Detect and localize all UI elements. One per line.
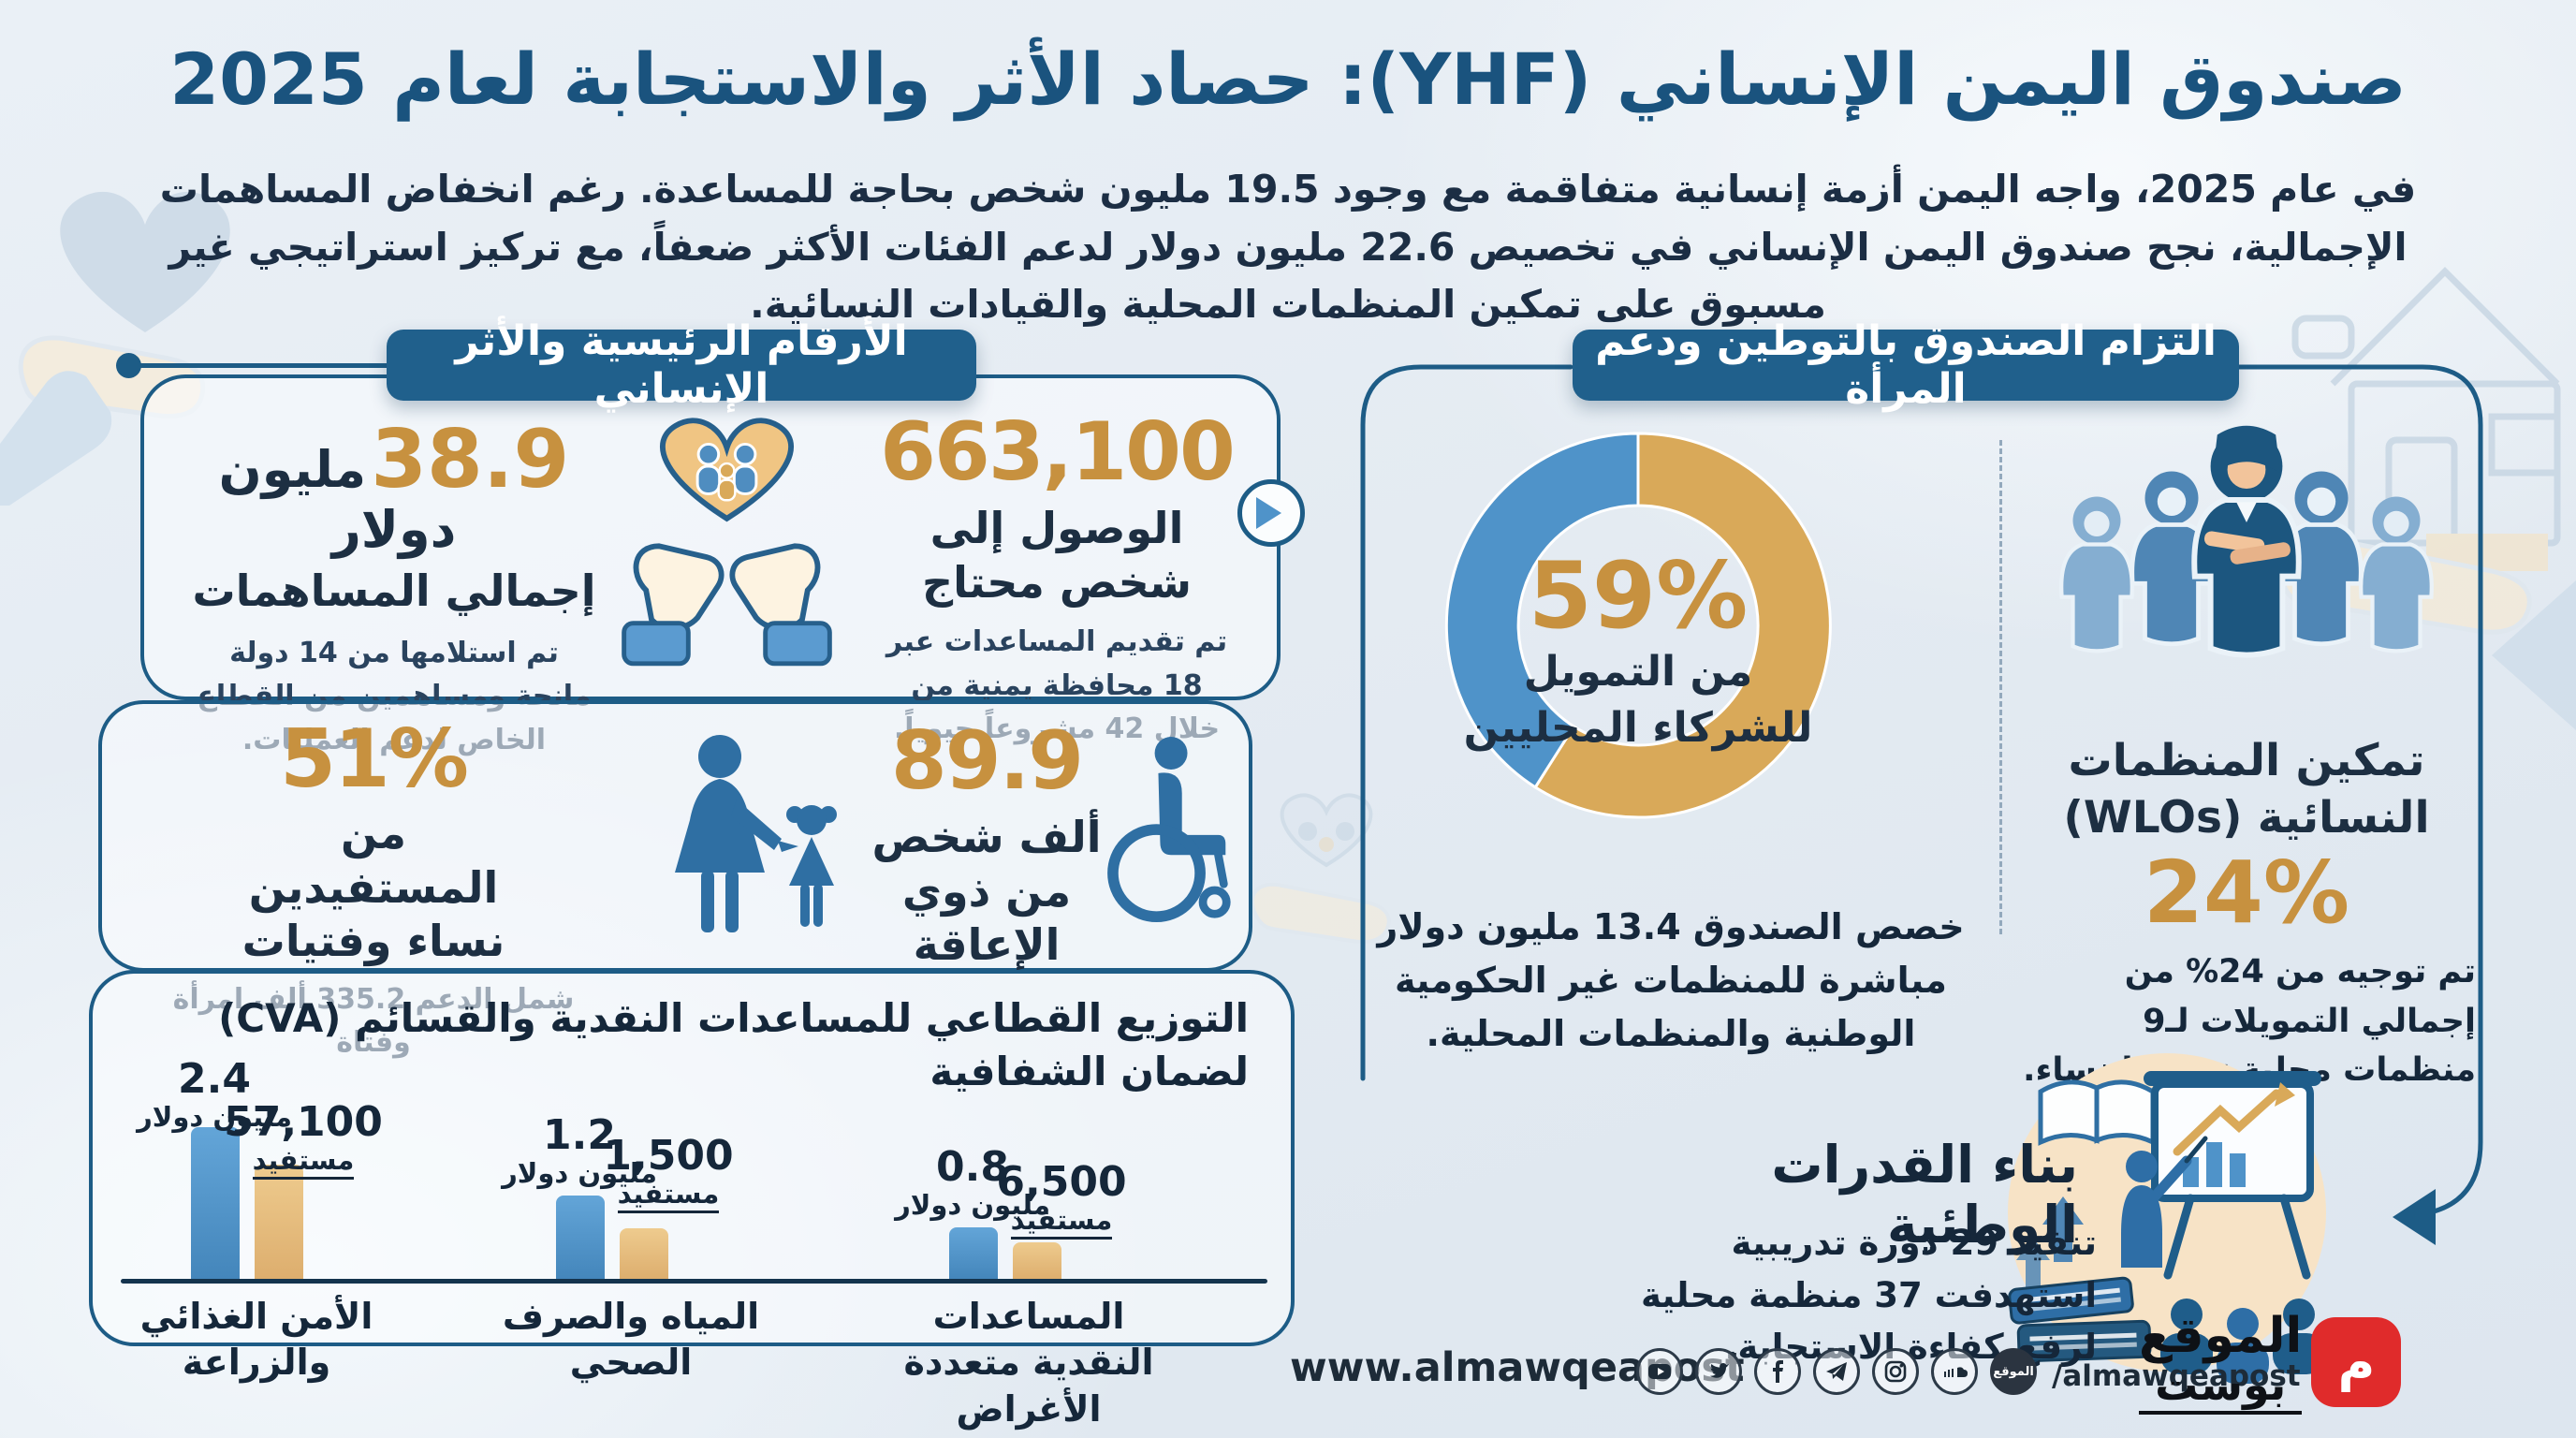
contributions-unit: مليون دولار [218,440,457,559]
cva-chart-panel: التوزيع القطاعي للمساعدات النقدية والقسا… [89,970,1295,1430]
capacity-title: بناء القدرات الوطئية [1771,1135,2078,1255]
bar-wash-amount-value: 1.2 [543,1111,616,1159]
bar-food-ben-value: 57,100 [224,1098,383,1146]
right-panel-outline [1360,364,2483,1245]
logo-line1: الموقع [2139,1308,2303,1364]
women-beneficiaries-value: 51% [280,712,469,806]
header-connector-dot [116,353,141,378]
almawqea-app-icon-label: الموقع [1993,1364,2034,1379]
twitter-icon[interactable] [1695,1348,1742,1395]
wlo-value: 24% [2143,843,2350,943]
bar-cash-amount [949,1227,998,1279]
header-connector-line [139,363,391,368]
disability-stat: 89.9 ألف شخص من ذوي الإعاقة [851,721,1122,973]
beneficiaries-panel: 51% من المستفيدين نساء وفتيات شمل الدعم … [98,700,1252,1059]
donut-slice-un-ingo [1444,432,1640,789]
telegram-icon[interactable] [1813,1348,1860,1395]
chart-baseline [121,1279,1267,1284]
bar-wash-amount [556,1196,605,1279]
hands-heart-family-icon [622,418,832,667]
donut-center-value: 59% [1528,543,1749,650]
social-handle[interactable]: /almawqeapost [2052,1359,2301,1393]
bar-wash-beneficiaries [620,1228,668,1279]
bar-cash-ben-unit: مستفيد [1010,1204,1113,1240]
bar-food-amount-value: 2.4 [178,1055,251,1103]
bar-cash-amount-value: 0.8 [936,1143,1009,1191]
bar-wash-ben-value: 1,500 [603,1132,734,1180]
wheelchair-icon [1107,737,1231,923]
page-title: صندوق اليمن الإنساني (YHF): حصاد الأثر و… [169,37,2407,121]
donut-slice-local-partners [1533,432,1832,819]
capacity-desc: تنفيذ 29 دورة تدريبية استهدفت 37 منظمة م… [1640,1223,2097,1367]
instagram-icon[interactable] [1872,1348,1919,1395]
women-beneficiaries-label: من المستفيدين نساء وفتيات [242,808,505,966]
key-figures-panel: 38.9 مليون دولار إجمالي المساهمات تم است… [140,374,1281,756]
youtube-icon[interactable] [1636,1348,1683,1395]
bar-wash-ben-label: 1,500 مستفيد [584,1132,753,1213]
bar-wash-amount-unit: مليون دولار [502,1157,657,1190]
bar-cash-amount-label: 0.8 مليون دولار [888,1143,1057,1222]
bar-wash-amount-label: 1.2 مليون دولار [495,1111,664,1190]
left-section-header: الأرقام الرئيسية والأثر الإنساني [387,317,976,413]
donut-center-label-1: من التمويل [1523,648,1753,696]
logo-line2: بوست [2139,1361,2303,1415]
women-group-icon [2059,425,2434,658]
disability-value: 89.9 [890,714,1084,808]
bar-cash-amount-unit: مليون دولار [895,1189,1050,1222]
contributions-label: إجمالي المساهمات [192,565,596,616]
donut-center-label-2: للشركاء المحليين [1463,704,1813,752]
donut-caption: خصص الصندوق 13.4 مليون دولار مباشرة للمن… [1377,906,1965,1054]
left-section-header-label: الأرقام الرئيسية والأثر الإنساني [455,317,908,413]
bar-food-beneficiaries [255,1165,303,1279]
facebook-icon[interactable] [1754,1348,1801,1395]
right-section-header-label: التزام الصندوق بالتوطين ودعم المرأة [1595,317,2217,413]
cva-chart-title: التوزيع القطاعي للمساعدات النقدية والقسا… [218,995,1249,1094]
bar-food-ben-label: 57,100 مستفيد [219,1098,388,1180]
bar-food-amount-label: 2.4 مليون دولار [130,1055,299,1134]
category-multipurpose-cash: المساعدات النقدية متعددة الأغراض [903,1296,1154,1430]
right-section-header: التزام الصندوق بالتوطين ودعم المرأة [1573,317,2239,413]
vertical-dashed-divider [1999,440,2002,934]
reach-value: 663,100 [880,405,1236,499]
logo-mark: م [2311,1317,2402,1408]
bar-food-ben-unit: مستفيد [252,1144,355,1180]
bar-food-amount [191,1127,240,1279]
social-icons-row: الموقع [1636,1348,2037,1395]
category-food-security: الأمن الغذائي والزراعة [139,1296,373,1384]
bar-cash-ben-label: 6,500 مستفيد [977,1158,1146,1240]
left-triangle-icon [1255,497,1281,529]
reach-label: الوصول إلى شخص محتاج [922,503,1192,608]
logo-letter: م [2337,1332,2376,1392]
panel-arrow-marker [1237,479,1305,547]
almawqeapost-logo[interactable]: الموقع بوست م [2139,1308,2402,1415]
disability-label: ألف شخص من ذوي الإعاقة [871,812,1102,970]
bar-food-amount-unit: مليون دولار [137,1101,292,1134]
bar-wash-ben-unit: مستفيد [617,1178,720,1213]
wlo-title: تمكين المنظمات النسائية (WLOs) [2063,735,2430,844]
contributions-value: 38.9 [371,413,571,506]
soundcloud-icon[interactable] [1931,1348,1978,1395]
almawqea-app-icon[interactable]: الموقع [1990,1348,2037,1395]
page-intro: في عام 2025، واجه اليمن أزمة إنسانية متف… [159,167,2417,327]
bar-cash-ben-value: 6,500 [996,1158,1127,1206]
bar-cash-beneficiaries [1013,1242,1061,1279]
category-wash: المياه والصرف الصحي [502,1296,760,1384]
funding-donut-chart: UN/INGO [1432,419,1832,819]
woman-and-girl-icon [675,735,837,932]
arrow-head-icon [2393,1189,2436,1245]
